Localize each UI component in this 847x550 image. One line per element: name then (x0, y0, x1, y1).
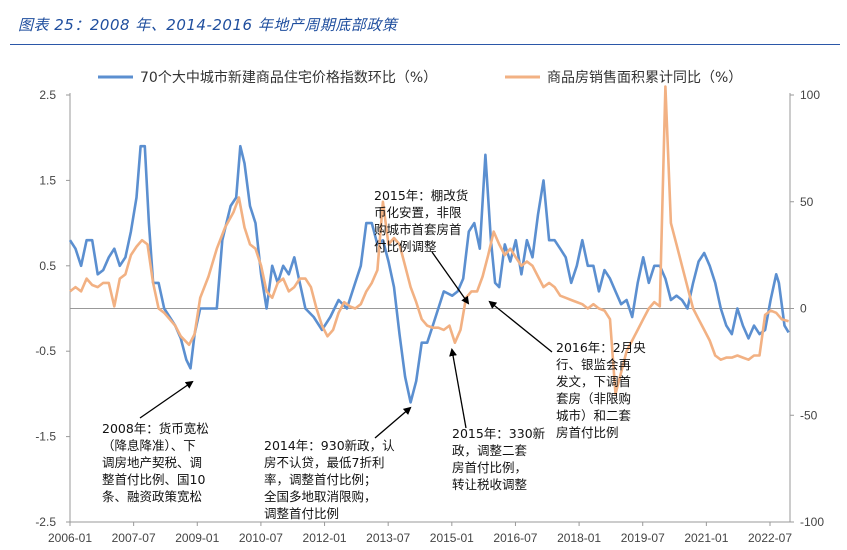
x-tick-label: 2021-01 (684, 531, 728, 545)
annotation-line: 2008年：货币宽松 (102, 421, 209, 436)
annotation-line: 行、银监会再 (556, 357, 632, 372)
annotation-line: 币化安置，非限 (374, 205, 462, 220)
x-tick-label: 2022-07 (748, 531, 792, 545)
annotation-line: 转让税收调整 (452, 477, 528, 492)
title-divider (10, 44, 840, 45)
annotation-line: 房不认贷，最低7折利 (264, 455, 384, 470)
annotation-line: 发文，下调首 (556, 374, 631, 389)
right-tick-label: -50 (800, 408, 818, 422)
annotation-line: 整首付比例、国10 (102, 472, 205, 487)
right-tick-label: -100 (800, 515, 824, 529)
x-tick-label: 2009-01 (175, 531, 219, 545)
annotation-line: （降息降准）、下 (102, 438, 196, 453)
annotation-arrow (139, 380, 194, 419)
annotation-arrow (374, 406, 412, 439)
left-tick-label: 0.5 (39, 259, 56, 273)
page-title: 图表 25：2008 年、2014-2016 年地产周期底部政策 (18, 16, 398, 34)
left-tick-label: -0.5 (35, 344, 56, 358)
series-line-price-index (68, 144, 790, 404)
left-tick-label: 2.5 (39, 88, 56, 102)
annotation-line: 房首付比例 (556, 425, 619, 440)
right-tick-label: 0 (800, 302, 807, 316)
left-tick-label: -2.5 (35, 515, 56, 529)
annotation-line: 购城市首套房首 (374, 222, 462, 237)
annotation-line: 2015年：棚改货 (374, 188, 468, 203)
annotation-line: 2016年：2月央 (556, 340, 646, 355)
x-tick-label: 2012-01 (303, 531, 347, 545)
left-tick-label: -1.5 (35, 430, 56, 444)
annotation-line: 条、融资政策宽松 (102, 489, 202, 504)
legend-label-sales-area: 商品房销售面积累计同比（%） (547, 70, 742, 86)
x-tick-label: 2016-07 (493, 531, 537, 545)
annotation-line: 付比例调整 (374, 239, 437, 254)
x-tick-label: 2006-01 (48, 531, 92, 545)
left-tick-label: 1.5 (39, 173, 56, 187)
annotation-line: 套房（非限购 (556, 391, 631, 406)
x-tick-label: 2010-07 (239, 531, 283, 545)
annotation-line: 全国多地取消限购， (264, 489, 377, 504)
x-tick-label: 2015-01 (430, 531, 474, 545)
series-line-sales-area (69, 85, 789, 396)
x-tick-label: 2018-01 (557, 531, 601, 545)
annotation-arrow (449, 348, 467, 429)
x-tick-label: 2019-07 (621, 531, 665, 545)
right-tick-label: 100 (800, 88, 820, 102)
x-tick-label: 2007-07 (112, 531, 156, 545)
annotation-line: 调整首付比例 (264, 506, 339, 521)
annotation-line: 政，调整二套 (452, 443, 528, 458)
legend-label-price-index: 70个大中城市新建商品住宅价格指数环比（%） (140, 69, 437, 86)
annotation-line: 2014年：930新政，认 (264, 438, 395, 453)
annotation-arrow (488, 300, 553, 353)
annotation-line: 调房地产契税、调 (102, 455, 202, 470)
annotation-line: 房首付比例， (452, 460, 527, 475)
annotation-arrow (431, 251, 470, 305)
x-tick-label: 2013-07 (366, 531, 410, 545)
annotation-line: 率，调整首付比例； (264, 472, 377, 487)
annotation-line: 城市）和二套 (556, 408, 632, 423)
right-tick-label: 50 (800, 195, 814, 209)
annotation-line: 2015年：330新 (452, 426, 545, 441)
